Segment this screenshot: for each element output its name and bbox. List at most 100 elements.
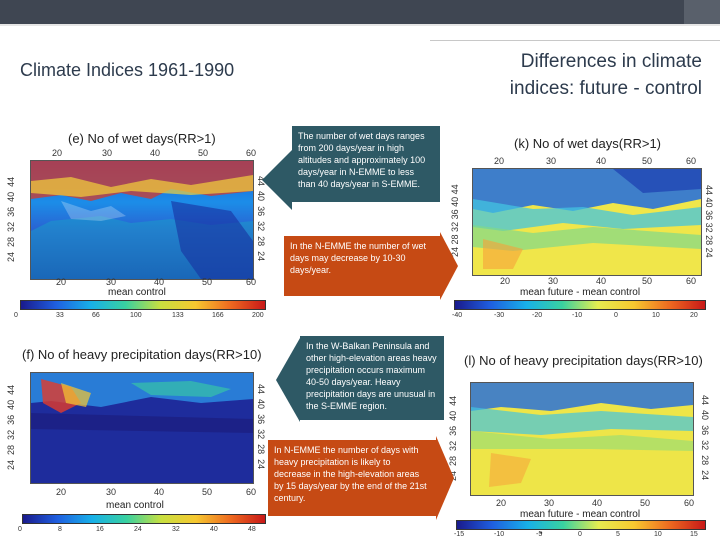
panel-e-cbar-tick: 200 (252, 312, 264, 319)
panel-f-caption: mean control (106, 500, 164, 511)
panel-e-xtick-bottom: 40 (154, 277, 165, 287)
panel-e-cbar-tick: 100 (130, 312, 142, 319)
panel-e-xtick-bottom: 20 (56, 277, 67, 287)
panel-k-cbar-tick: 20 (690, 312, 698, 319)
panel-f-cbar-tick: 24 (134, 526, 142, 533)
panel-e-caption: mean control (108, 287, 166, 298)
panel-f-cbar-tick: 16 (96, 526, 104, 533)
title-right: Differences in climate indices: future -… (440, 48, 702, 102)
panel-l-xtick-bottom: 20 (496, 498, 507, 508)
panel-k-xtick-bottom: 60 (686, 276, 697, 286)
panel-l-cbar-tick: 15 (690, 531, 698, 538)
panel-f-xtick-bottom: 20 (56, 487, 67, 497)
panel-e-cbar-tick: 0 (14, 312, 18, 319)
panel-e-map-image (31, 161, 253, 279)
callout-wet-future-pointer (440, 232, 458, 300)
callout-heavy-future: In N-EMME the number of days with heavy … (268, 440, 436, 516)
panel-k-cbar-tick: -40 (452, 312, 463, 319)
panel-f-cbar-tick: 32 (172, 526, 180, 533)
panel-k-xtick-bottom: 20 (500, 276, 511, 286)
panel-e-xtick-bottom: 60 (246, 277, 257, 287)
top-bar-divider (0, 24, 720, 26)
panel-l-cbar-tick: -5 (536, 531, 543, 538)
panel-l-xtick-bottom: 60 (684, 498, 695, 508)
panel-f-cbar-tick: 48 (248, 526, 256, 533)
panel-l-yticks-right: 44 40 36 32 28 24 (700, 395, 710, 481)
panel-l-xtick-bottom: 40 (592, 498, 603, 508)
panel-l-colorbar (456, 520, 706, 530)
panel-k-title: (k) No of wet days(RR>1) (514, 136, 662, 151)
panel-f-xtick-bottom: 50 (202, 487, 213, 497)
panel-l-cbar-tick: -15 (454, 531, 465, 538)
panel-e-xtick-bottom: 50 (202, 277, 213, 287)
panel-k-colorbar (454, 300, 706, 310)
panel-k-yticks-right: 44 40 36 32 28 24 (704, 184, 714, 258)
panel-f-cbar-tick: 40 (210, 526, 218, 533)
callout-wet-future: In the N-EMME the number of wet days may… (284, 236, 440, 296)
panel-f-colorbar (22, 514, 266, 524)
panel-k-map (472, 168, 702, 276)
panel-l-xtick-bottom: 30 (544, 498, 555, 508)
panel-e-xtick-bottom: 30 (106, 277, 117, 287)
slide-bullet-marker: ▪ (540, 530, 543, 537)
panel-l-cbar-tick: 10 (654, 531, 662, 538)
panel-k-xtick-bottom: 40 (596, 276, 607, 286)
panel-k-caption: mean future - mean control (520, 287, 641, 298)
panel-k-xtick-bottom: 50 (642, 276, 653, 286)
panel-e-yticks-right: 44 40 36 32 28 24 (256, 176, 266, 262)
panel-f-xtick-bottom: 60 (246, 487, 257, 497)
panel-e-xtick-top: 60 (246, 148, 257, 158)
panel-l-cbar-tick: 0 (578, 531, 582, 538)
panel-e-xtick-top: 30 (102, 148, 113, 158)
panel-l-cbar-tick: 5 (616, 531, 620, 538)
panel-e-xtick-top: 50 (198, 148, 209, 158)
panel-l-xtick-bottom: 50 (640, 498, 651, 508)
title-left: Climate Indices 1961-1990 (20, 60, 235, 80)
panel-k-cbar-tick: -10 (572, 312, 583, 319)
panel-e-cbar-tick: 66 (92, 312, 100, 319)
panel-e-cbar-tick: 166 (212, 312, 224, 319)
panel-l-caption: mean future - mean control (520, 509, 641, 520)
panel-k-cbar-tick: -30 (494, 312, 505, 319)
panel-f-cbar-tick: 8 (58, 526, 62, 533)
callout-wet-control: The number of wet days ranges from 200 d… (292, 126, 440, 202)
panel-f-title: (f) No of heavy precipitation days(RR>10… (22, 347, 262, 362)
panel-e-map (30, 160, 254, 280)
title-rule (430, 40, 720, 41)
panel-k-cbar-tick: 0 (614, 312, 618, 319)
panel-f-xtick-bottom: 40 (154, 487, 165, 497)
panel-f-cbar-tick: 0 (18, 526, 22, 533)
panel-k-xtick-top: 40 (596, 156, 607, 166)
title-right-line1: Differences in climate (520, 51, 702, 72)
panel-f-yticks-left: 24 28 32 36 40 44 (6, 384, 16, 470)
panel-k-cbar-tick: 10 (652, 312, 660, 319)
callout-heavy-control: In the W-Balkan Peninsula and other high… (300, 336, 444, 420)
title-right-line2: indices: future - control (509, 78, 702, 99)
callout-heavy-control-pointer (276, 338, 300, 422)
callout-heavy-future-pointer (436, 436, 454, 520)
panel-e-title: (e) No of wet days(RR>1) (68, 131, 216, 146)
panel-f-xtick-bottom: 30 (106, 487, 117, 497)
panel-l-map (470, 382, 694, 496)
panel-e-xtick-top: 20 (52, 148, 63, 158)
panel-l-cbar-tick: -10 (494, 531, 505, 538)
panel-k-map-image (473, 169, 701, 275)
panel-k-xtick-top: 30 (546, 156, 557, 166)
top-bar-accent (684, 0, 720, 24)
panel-k-cbar-tick: -20 (532, 312, 543, 319)
callout-wet-control-pointer (262, 150, 292, 210)
panel-l-map-image (471, 383, 693, 495)
panel-e-cbar-tick: 133 (172, 312, 184, 319)
panel-e-yticks-left: 24 28 32 36 40 44 (6, 176, 16, 262)
panel-e-colorbar (20, 300, 266, 310)
panel-f-map-image (31, 373, 253, 483)
panel-k-xtick-top: 20 (494, 156, 505, 166)
panel-f-map (30, 372, 254, 484)
panel-e-xtick-top: 40 (150, 148, 161, 158)
panel-k-xtick-top: 60 (686, 156, 697, 166)
panel-e-cbar-tick: 33 (56, 312, 64, 319)
panel-k-xtick-bottom: 30 (548, 276, 559, 286)
panel-f-yticks-right: 44 40 36 32 28 24 (256, 384, 266, 470)
panel-k-xtick-top: 50 (642, 156, 653, 166)
panel-l-title: (l) No of heavy precipitation days(RR>10… (464, 353, 703, 368)
